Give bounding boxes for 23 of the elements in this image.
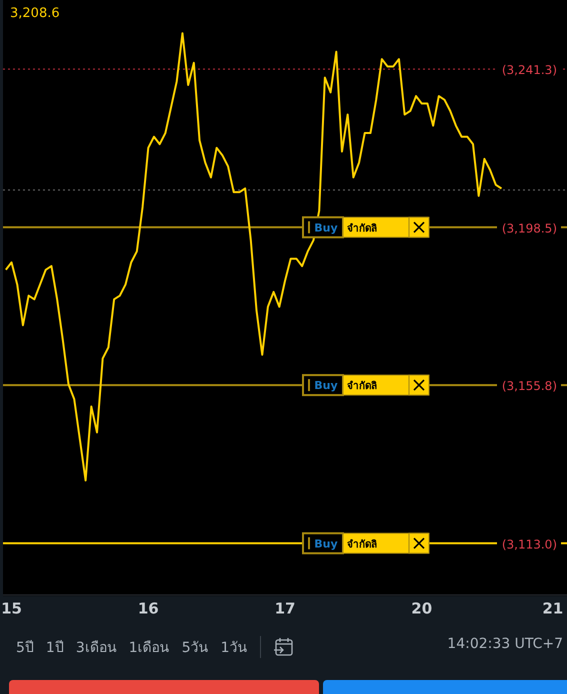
- ref-line-label: (3,113.0): [502, 537, 557, 552]
- text: 5วัน: [182, 639, 209, 658]
- annotation: จำกัดลิ: [347, 538, 377, 550]
- x-tick-label: 15: [1, 600, 22, 618]
- x-tick-label: 16: [138, 600, 159, 618]
- annotation: Buy: [314, 221, 338, 234]
- annotation: จำกัดลิ: [347, 380, 377, 392]
- ref-line-label: (3,241.3): [502, 63, 557, 78]
- text: 5ปี: [16, 639, 34, 658]
- annotation: 3,208.6: [10, 6, 60, 21]
- annotation: Buy: [314, 379, 338, 392]
- text: 1เดือน: [128, 639, 170, 658]
- text: 1วัน: [220, 639, 248, 658]
- x-tick-label: 17: [274, 600, 296, 618]
- text: 14:02:33 UTC+7: [447, 636, 563, 652]
- text: 1ปี: [46, 639, 64, 658]
- x-tick-label: 21: [542, 600, 564, 618]
- annotation: จำกัดลิ: [347, 222, 377, 234]
- annotation: Buy: [314, 537, 338, 550]
- text: 3เดือน: [76, 639, 117, 658]
- ref-line-label: (3,198.5): [502, 221, 557, 236]
- ref-line-label: (3,155.8): [502, 379, 557, 394]
- x-tick-label: 20: [411, 600, 432, 618]
